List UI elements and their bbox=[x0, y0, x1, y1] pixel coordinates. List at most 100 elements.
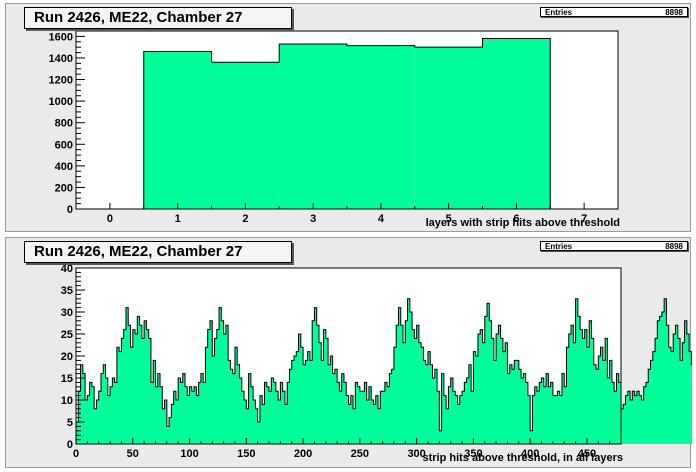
histogram-bin bbox=[673, 334, 676, 444]
histogram-bin bbox=[196, 395, 199, 444]
histogram-bin bbox=[505, 342, 508, 444]
histogram-bin bbox=[575, 298, 579, 444]
histogram-bin bbox=[632, 391, 635, 444]
histogram-bin bbox=[328, 364, 331, 444]
histogram-bin bbox=[110, 386, 113, 444]
histogram-bin bbox=[532, 395, 536, 444]
x-tick-label: 4 bbox=[378, 213, 385, 225]
histogram-bin bbox=[400, 325, 404, 444]
histogram-bin bbox=[371, 400, 374, 444]
stats-entries-value-2: 8898 bbox=[665, 242, 683, 251]
histogram-bin bbox=[421, 347, 424, 444]
histogram-bin bbox=[325, 338, 329, 444]
histogram-bin bbox=[471, 391, 474, 444]
histogram-bin bbox=[591, 338, 595, 444]
histogram-bin bbox=[232, 373, 236, 444]
y-tick-label: 5 bbox=[67, 417, 73, 429]
y-tick-label: 800 bbox=[55, 118, 73, 130]
histogram-bin bbox=[443, 395, 447, 444]
histogram-bin bbox=[264, 382, 268, 444]
histogram-bin bbox=[582, 338, 585, 444]
histogram-bin bbox=[187, 395, 190, 444]
y-tick-label: 35 bbox=[61, 285, 73, 297]
histogram-bin bbox=[455, 395, 458, 444]
histogram-bin bbox=[521, 378, 524, 444]
histogram-bin bbox=[230, 369, 233, 444]
histogram-bin bbox=[209, 320, 213, 444]
histogram-bin bbox=[641, 400, 645, 444]
histogram-bin bbox=[237, 364, 240, 444]
histogram-bin bbox=[516, 360, 520, 444]
histogram-bin bbox=[350, 395, 354, 444]
histogram-bin bbox=[639, 395, 642, 444]
histogram-bin bbox=[296, 351, 299, 444]
chart-svg-2: 0 50 100 150 200 250 300 350 400 450 0 5 10 15 20 25 30 3… bbox=[61, 263, 692, 464]
histogram-bin bbox=[500, 338, 504, 444]
x-tick-label: 6 bbox=[513, 213, 519, 225]
histogram-bin bbox=[491, 338, 495, 444]
histogram-bin bbox=[464, 382, 467, 444]
histogram-bin bbox=[76, 422, 79, 444]
histogram-bar bbox=[211, 62, 280, 209]
histogram-bin bbox=[364, 382, 367, 444]
histogram-bin bbox=[482, 342, 486, 444]
histogram-bin bbox=[318, 342, 322, 444]
histogram-outline bbox=[75, 298, 692, 444]
histogram-bin bbox=[496, 334, 499, 444]
histogram-bin bbox=[234, 347, 238, 444]
y-tick-label: 0 bbox=[67, 439, 73, 451]
histogram-bin bbox=[468, 364, 472, 444]
histogram-bin bbox=[157, 373, 161, 444]
histogram-bin bbox=[571, 325, 574, 444]
histogram-bin bbox=[300, 347, 304, 444]
y-tick-label: 20 bbox=[61, 351, 73, 363]
histogram-bin bbox=[137, 316, 140, 444]
histogram-bin bbox=[253, 400, 256, 444]
histogram-bin bbox=[312, 320, 315, 444]
histogram-bin bbox=[89, 382, 93, 444]
histogram-bin bbox=[248, 373, 252, 444]
histogram-bin bbox=[119, 351, 122, 444]
chart-panel-2: 0 50 100 150 200 250 300 350 400 450 0 5 10 15 20 25 30 3… bbox=[5, 237, 692, 468]
histogram-bin bbox=[645, 382, 649, 444]
histogram-bin bbox=[448, 386, 451, 444]
histogram-bin bbox=[337, 382, 340, 444]
histogram-bin bbox=[514, 360, 517, 444]
histogram-bin bbox=[407, 298, 411, 444]
histogram-bin bbox=[614, 391, 617, 444]
histogram-bin bbox=[689, 351, 692, 444]
histogram-bin bbox=[466, 378, 470, 444]
x-tick-label: 50 bbox=[127, 448, 139, 460]
histogram-bin bbox=[164, 400, 168, 444]
histogram-bin bbox=[266, 386, 270, 444]
histogram-bin bbox=[107, 395, 111, 444]
histogram-bin bbox=[269, 391, 272, 444]
histogram-bin bbox=[536, 391, 540, 444]
histogram-bin bbox=[648, 369, 651, 444]
histogram-bin bbox=[600, 347, 604, 444]
histogram-bin bbox=[423, 360, 427, 444]
histogram-bin bbox=[534, 386, 538, 444]
histogram-bin bbox=[414, 338, 417, 444]
histogram-bin bbox=[636, 391, 640, 444]
histogram-bin bbox=[348, 404, 352, 444]
histogram-bin bbox=[135, 334, 138, 444]
histogram-bin bbox=[664, 298, 667, 444]
histogram-bin bbox=[321, 360, 324, 444]
histogram-bin bbox=[405, 320, 408, 444]
histogram-bin bbox=[355, 382, 358, 444]
x-tick-label: 450 bbox=[578, 448, 596, 460]
histogram-bin bbox=[389, 373, 392, 444]
histogram-bin bbox=[343, 382, 347, 444]
histogram-bin bbox=[398, 307, 402, 444]
histogram-bin bbox=[627, 391, 631, 444]
histogram-bin bbox=[452, 391, 456, 444]
histogram-bin bbox=[523, 373, 526, 444]
histogram-bin bbox=[316, 325, 320, 444]
histogram-bin bbox=[128, 325, 131, 444]
histogram-bin bbox=[457, 404, 461, 444]
histogram-bin bbox=[332, 373, 336, 444]
x-axis-label-1: layers with strip hits above threshold bbox=[426, 217, 620, 229]
histogram-bin bbox=[543, 386, 547, 444]
histogram-bin bbox=[425, 364, 429, 444]
